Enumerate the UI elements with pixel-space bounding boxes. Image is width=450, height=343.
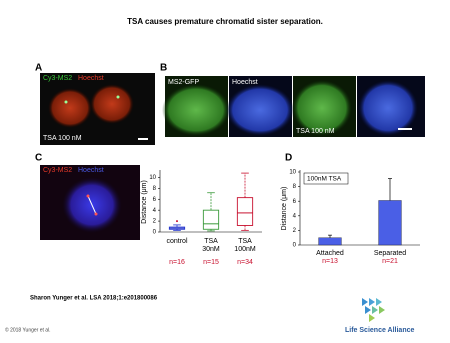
channel-label: MS2-GFP [168,79,199,86]
channel-label: Hoechst [78,167,104,174]
channel-label: Cy3-MS2 [43,75,72,82]
legend-box [303,172,349,185]
n-label: n=13 [322,258,338,265]
copyright: © 2018 Yunger et al. [5,326,51,333]
y-tick-label: 6 [293,199,297,205]
bar [378,200,402,246]
annotation: TSA 100 nM [296,128,335,135]
x-tick-label: TSA [204,238,218,245]
x-tick-label: Attached [316,250,344,257]
micrograph [40,73,155,145]
citation: Sharon Yunger et al. LSA 2018;1:e2018000… [30,296,158,302]
n-label: n=34 [237,259,253,266]
panel-label: C [35,153,42,164]
box [236,197,254,226]
y-tick-label: 6 [153,197,157,203]
logo-text: Life Science Alliance [345,327,414,334]
title: TSA causes premature chromatid sister se… [127,17,323,26]
panel-label: D [285,153,292,164]
y-tick-label: 10 [149,175,156,181]
channel-label: Hoechst [78,75,104,82]
x-tick-label: Separated [374,250,406,257]
y-tick-label: 2 [293,228,297,234]
y-tick-label: 4 [293,213,297,219]
y-axis-label: Distance (μm) [281,187,288,231]
outlier [176,220,178,223]
annotation: TSA 100 nM [43,135,82,142]
y-tick-label: 2 [153,219,157,225]
panel-label: A [35,63,42,74]
channel-label: Cy3-MS2 [43,167,72,174]
box [202,209,220,230]
micrograph [162,76,425,137]
y-tick-label: 8 [153,186,157,192]
channel-label: Hoechst [232,79,258,86]
y-tick-label: 0 [153,230,157,236]
micrograph [40,165,140,240]
n-label: n=16 [169,259,185,266]
bar [318,237,342,246]
y-tick-label: 0 [293,243,297,249]
y-tick-label: 4 [153,208,157,214]
y-axis-label: Distance (μm) [141,180,148,224]
n-label: n=15 [203,259,219,266]
n-label: n=21 [382,258,398,265]
logo-mark [362,298,385,322]
y-tick-label: 10 [289,170,296,176]
x-tick-label: 100nM [234,246,256,253]
x-tick-label: control [166,238,187,245]
panel-label: B [160,63,167,74]
y-tick-label: 8 [293,184,297,190]
legend-label: 100nM TSA [307,176,342,183]
x-tick-label: TSA [238,238,252,245]
x-tick-label: 30nM [202,246,220,253]
